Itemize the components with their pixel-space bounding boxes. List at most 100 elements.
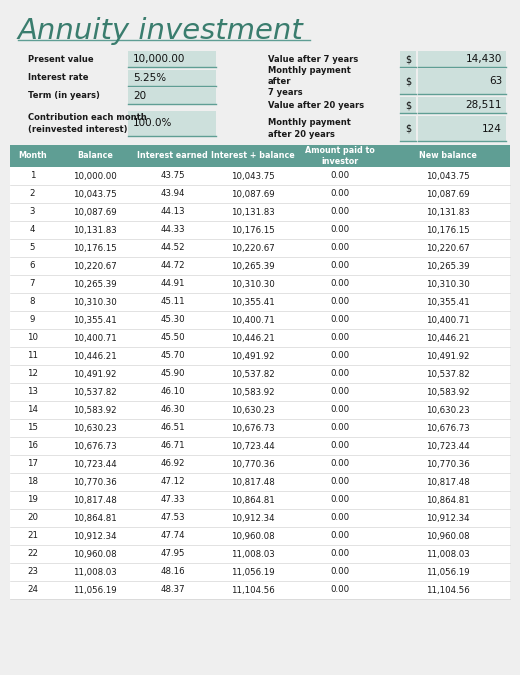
Bar (128, 111, 216, 136)
Text: 0.00: 0.00 (330, 460, 349, 468)
Text: 7: 7 (30, 279, 35, 288)
Text: Value after 7 years: Value after 7 years (268, 55, 358, 63)
Text: 0.00: 0.00 (330, 369, 349, 379)
Text: 0.00: 0.00 (330, 207, 349, 217)
Text: 45.30: 45.30 (160, 315, 185, 325)
Text: 11,056.19: 11,056.19 (231, 568, 275, 576)
Text: Interest earned: Interest earned (137, 151, 208, 161)
Text: 20: 20 (27, 514, 38, 522)
Bar (10, 419, 510, 437)
Text: Interest + balance: Interest + balance (211, 151, 294, 161)
Text: 124: 124 (482, 124, 502, 134)
Text: 10,817.48: 10,817.48 (231, 477, 275, 487)
Bar (10, 455, 510, 473)
Text: 10,220.67: 10,220.67 (73, 261, 117, 271)
Bar (400, 69, 416, 94)
Text: 10,355.41: 10,355.41 (231, 298, 275, 306)
Text: 47.53: 47.53 (160, 514, 185, 522)
Text: 14,430: 14,430 (465, 54, 502, 64)
Bar (418, 116, 506, 141)
Text: $: $ (405, 76, 411, 86)
Bar (10, 203, 510, 221)
Text: 47.12: 47.12 (160, 477, 185, 487)
Text: 10,000.00: 10,000.00 (73, 171, 117, 180)
Bar (128, 88, 216, 104)
Text: 10,676.73: 10,676.73 (231, 423, 275, 433)
Text: 10,310.30: 10,310.30 (73, 298, 117, 306)
Text: 5: 5 (30, 244, 35, 252)
Text: 10,723.44: 10,723.44 (231, 441, 275, 450)
Text: 0.00: 0.00 (330, 549, 349, 558)
Text: 10,864.81: 10,864.81 (73, 514, 117, 522)
Text: 10,630.23: 10,630.23 (73, 423, 117, 433)
Text: 10,220.67: 10,220.67 (426, 244, 470, 252)
Text: 10,176.15: 10,176.15 (231, 225, 275, 234)
Text: 20: 20 (133, 91, 146, 101)
Text: 10,960.08: 10,960.08 (231, 531, 275, 541)
Text: 0.00: 0.00 (330, 315, 349, 325)
Text: 44.91: 44.91 (160, 279, 185, 288)
Text: 43.94: 43.94 (160, 190, 185, 198)
Text: 10,960.08: 10,960.08 (426, 531, 470, 541)
Text: 46.92: 46.92 (160, 460, 185, 468)
Text: 11,008.03: 11,008.03 (426, 549, 470, 558)
Text: 10,630.23: 10,630.23 (426, 406, 470, 414)
Bar (10, 491, 510, 509)
Text: 4: 4 (30, 225, 35, 234)
Text: 23: 23 (27, 568, 38, 576)
Text: 10,043.75: 10,043.75 (73, 190, 117, 198)
Text: 10,176.15: 10,176.15 (426, 225, 470, 234)
Text: 11,104.56: 11,104.56 (231, 585, 275, 595)
Text: 44.52: 44.52 (160, 244, 185, 252)
Text: 0.00: 0.00 (330, 225, 349, 234)
Text: 8: 8 (30, 298, 35, 306)
Text: 10,491.92: 10,491.92 (73, 369, 117, 379)
Text: 16: 16 (27, 441, 38, 450)
Text: 24: 24 (27, 585, 38, 595)
Text: 10,491.92: 10,491.92 (231, 352, 274, 360)
Text: 46.51: 46.51 (160, 423, 185, 433)
Text: 0.00: 0.00 (330, 495, 349, 504)
Text: 0.00: 0.00 (330, 298, 349, 306)
Text: 10,676.73: 10,676.73 (73, 441, 117, 450)
Bar (10, 383, 510, 401)
Text: 15: 15 (27, 423, 38, 433)
Text: $: $ (405, 100, 411, 110)
Text: 10,912.34: 10,912.34 (231, 514, 275, 522)
Bar (10, 365, 510, 383)
Text: 28,511: 28,511 (465, 100, 502, 110)
Text: 10,131.83: 10,131.83 (426, 207, 470, 217)
Text: 10,770.36: 10,770.36 (426, 460, 470, 468)
Text: 12: 12 (27, 369, 38, 379)
Bar (10, 329, 510, 347)
Text: New balance: New balance (419, 151, 476, 161)
Bar (10, 473, 510, 491)
Text: 10,817.48: 10,817.48 (73, 495, 117, 504)
Bar (10, 563, 510, 581)
Text: 0.00: 0.00 (330, 423, 349, 433)
Bar (10, 401, 510, 419)
Text: 0.00: 0.00 (330, 190, 349, 198)
Text: 1: 1 (30, 171, 35, 180)
Text: 10,960.08: 10,960.08 (73, 549, 117, 558)
Text: 45.70: 45.70 (160, 352, 185, 360)
Text: 10,446.21: 10,446.21 (231, 333, 275, 342)
Text: 0.00: 0.00 (330, 333, 349, 342)
Bar (10, 145, 510, 167)
Bar (128, 70, 216, 86)
Text: 13: 13 (27, 387, 38, 396)
Text: 0.00: 0.00 (330, 171, 349, 180)
Bar (400, 97, 416, 113)
Text: 0.00: 0.00 (330, 477, 349, 487)
Text: 6: 6 (30, 261, 35, 271)
Text: Value after 20 years: Value after 20 years (268, 101, 364, 109)
Bar (10, 185, 510, 203)
Text: 10,630.23: 10,630.23 (231, 406, 275, 414)
Text: 0.00: 0.00 (330, 585, 349, 595)
Bar (418, 69, 506, 94)
Text: 10,676.73: 10,676.73 (426, 423, 470, 433)
Text: 3: 3 (30, 207, 35, 217)
Bar (400, 116, 416, 141)
Text: 19: 19 (27, 495, 38, 504)
Text: 10,220.67: 10,220.67 (231, 244, 275, 252)
